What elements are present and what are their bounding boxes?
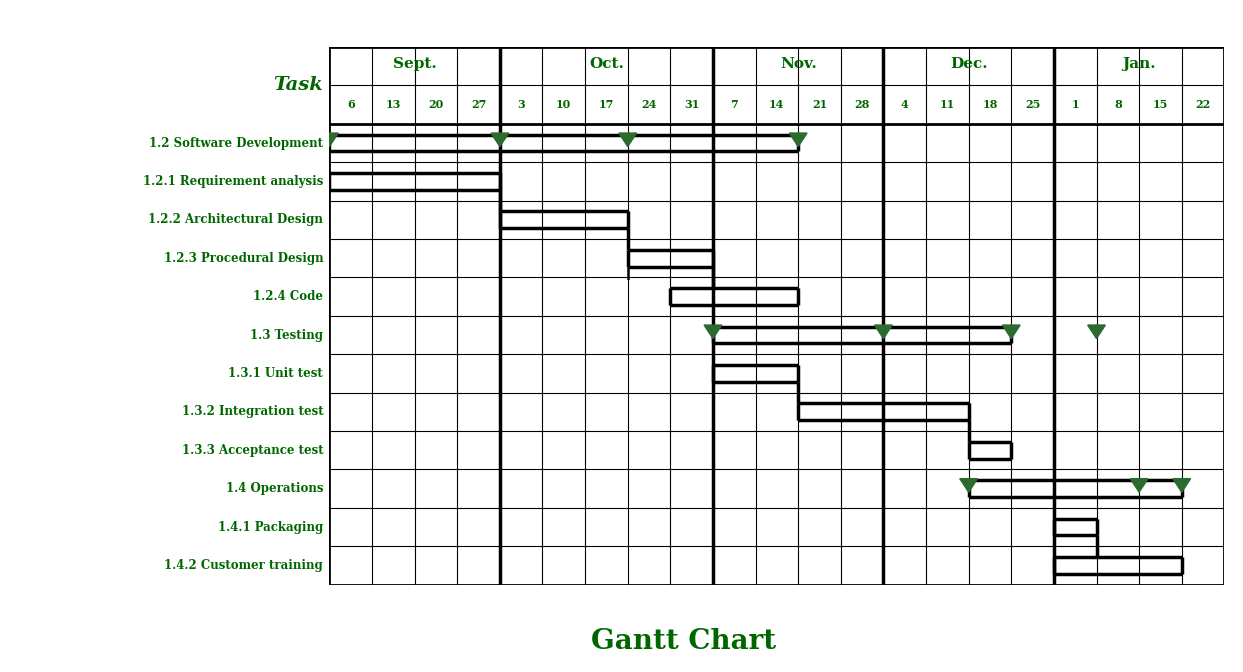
Text: 13: 13 xyxy=(385,99,401,110)
Text: 7: 7 xyxy=(731,99,738,110)
Text: Sept.: Sept. xyxy=(393,57,436,71)
Text: 8: 8 xyxy=(1114,99,1121,110)
Text: 1.4.1 Packaging: 1.4.1 Packaging xyxy=(218,521,323,534)
Text: 3: 3 xyxy=(517,99,525,110)
Text: Oct.: Oct. xyxy=(589,57,624,71)
Text: 1.3.2 Integration test: 1.3.2 Integration test xyxy=(181,405,323,419)
Text: 21: 21 xyxy=(812,99,827,110)
Text: 22: 22 xyxy=(1196,99,1211,110)
Text: 25: 25 xyxy=(1025,99,1040,110)
Text: 20: 20 xyxy=(429,99,444,110)
Text: Task: Task xyxy=(273,77,323,95)
Text: 1.4.2 Customer training: 1.4.2 Customer training xyxy=(164,559,323,572)
Polygon shape xyxy=(1002,325,1021,339)
Text: 1.3.1 Unit test: 1.3.1 Unit test xyxy=(229,367,323,380)
Polygon shape xyxy=(1130,478,1149,492)
Polygon shape xyxy=(960,478,977,492)
Polygon shape xyxy=(1173,478,1191,492)
Polygon shape xyxy=(1088,325,1105,339)
Text: 1.4 Operations: 1.4 Operations xyxy=(226,482,323,495)
Polygon shape xyxy=(789,133,807,146)
Text: 6: 6 xyxy=(347,99,354,110)
Text: 1.2.2 Architectural Design: 1.2.2 Architectural Design xyxy=(148,213,323,226)
Text: 18: 18 xyxy=(982,99,998,110)
Polygon shape xyxy=(704,325,722,339)
Polygon shape xyxy=(321,133,338,146)
Text: 14: 14 xyxy=(769,99,784,110)
Text: 28: 28 xyxy=(854,99,870,110)
Text: 1.2.4 Code: 1.2.4 Code xyxy=(254,290,323,303)
Text: 11: 11 xyxy=(940,99,955,110)
Text: 1.2.3 Procedural Design: 1.2.3 Procedural Design xyxy=(164,252,323,265)
Text: 10: 10 xyxy=(556,99,572,110)
Text: 15: 15 xyxy=(1152,99,1168,110)
Polygon shape xyxy=(619,133,636,146)
Text: Gantt Chart: Gantt Chart xyxy=(592,628,776,655)
Text: 31: 31 xyxy=(684,99,700,110)
Text: 1.2.1 Requirement analysis: 1.2.1 Requirement analysis xyxy=(143,175,323,188)
Text: 24: 24 xyxy=(641,99,656,110)
Text: 27: 27 xyxy=(471,99,486,110)
Text: 1.3.3 Acceptance test: 1.3.3 Acceptance test xyxy=(181,444,323,457)
Text: Nov.: Nov. xyxy=(779,57,817,71)
Text: 17: 17 xyxy=(599,99,614,110)
Text: 1: 1 xyxy=(1071,99,1079,110)
Text: Jan.: Jan. xyxy=(1122,57,1156,71)
Text: 1.2 Software Development: 1.2 Software Development xyxy=(149,136,323,150)
Text: Dec.: Dec. xyxy=(950,57,987,71)
Text: 1.3 Testing: 1.3 Testing xyxy=(250,329,323,341)
Polygon shape xyxy=(875,325,892,339)
Polygon shape xyxy=(491,133,508,146)
Text: 4: 4 xyxy=(901,99,909,110)
